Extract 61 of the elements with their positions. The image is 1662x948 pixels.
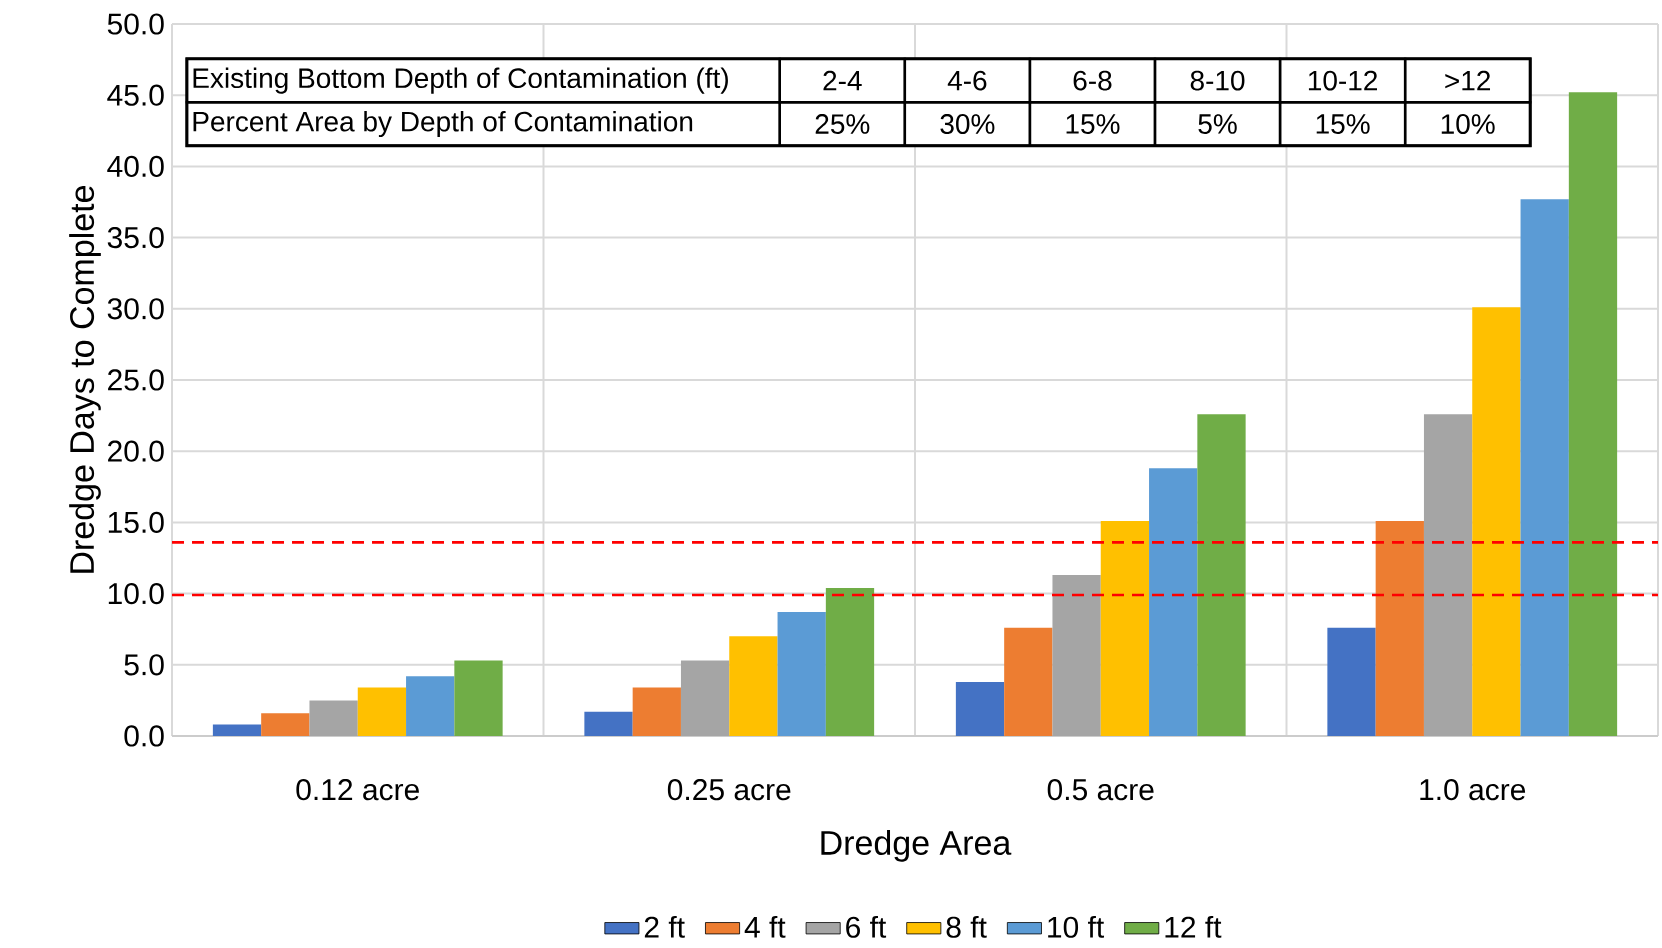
y-tick-label: 35.0 <box>107 226 164 249</box>
y-tick-label: 30.0 <box>107 298 164 320</box>
bar <box>584 711 633 736</box>
bar <box>1375 520 1424 736</box>
annotation: 10% <box>1441 114 1495 134</box>
annotation: 4-6 <box>947 70 987 91</box>
legend-label: 12 ft <box>1165 915 1222 938</box>
bar <box>729 636 778 736</box>
y-tick-label: 45.0 <box>107 84 164 106</box>
annotation: 8-10 <box>1190 70 1245 91</box>
legend-label: 2 ft <box>644 915 685 938</box>
y-axis-title: Dredge Days to Complete <box>69 185 101 573</box>
bar <box>1327 627 1376 736</box>
bar <box>212 724 262 736</box>
x-tick-label: 0.5 acre <box>1047 779 1154 801</box>
x-tick-label: 1.0 acre <box>1420 779 1526 801</box>
annotation: 6-8 <box>1073 70 1112 91</box>
annotation: 2-4 <box>823 70 862 91</box>
y-tick-label: 5.0 <box>124 654 164 676</box>
annotation: 15% <box>1066 114 1120 134</box>
bar <box>1100 520 1150 736</box>
bar <box>825 587 875 736</box>
bar <box>632 687 681 736</box>
legend-label: 6 ft <box>846 915 887 938</box>
bar <box>1520 199 1569 736</box>
x-tick-label: 0.12 acre <box>296 779 419 801</box>
y-tick-label: 50.0 <box>107 13 164 35</box>
legend-label: 8 ft <box>946 915 987 938</box>
bar <box>1568 92 1618 736</box>
bar <box>777 612 826 736</box>
bar <box>1149 468 1198 736</box>
annotation: 15% <box>1316 114 1370 134</box>
bar <box>1423 414 1473 736</box>
y-tick-label: 0.0 <box>124 725 164 747</box>
y-tick-label: 20.0 <box>108 440 164 462</box>
annotation: 10-12 <box>1308 70 1377 91</box>
bar <box>955 681 1005 736</box>
y-tick-label: 10.0 <box>108 582 164 605</box>
bar <box>454 660 503 736</box>
bar <box>357 687 407 736</box>
bar <box>1004 627 1053 736</box>
x-tick-label: 0.25 acre <box>667 779 791 801</box>
y-tick-label: 40.0 <box>107 155 164 178</box>
annotation: >12 <box>1445 70 1491 91</box>
bar <box>680 660 730 736</box>
bar <box>261 713 310 736</box>
bar <box>1197 414 1246 736</box>
annotation: Percent Area by Depth of Contamination <box>193 110 693 138</box>
bar <box>1052 575 1101 736</box>
y-tick-label: 15.0 <box>108 511 164 533</box>
bar <box>1472 307 1521 736</box>
annotation: Existing Bottom Depth of Contamination (ft) <box>193 67 728 94</box>
y-tick-label: 25.0 <box>108 369 164 391</box>
legend-label: 4 ft <box>744 915 786 938</box>
annotation: 30% <box>940 114 995 134</box>
annotation: 5% <box>1198 114 1237 134</box>
bar <box>309 700 358 736</box>
x-axis-title: Dredge Area <box>821 830 1012 862</box>
bar <box>406 676 455 736</box>
annotation: 25% <box>815 114 870 134</box>
legend-label: 10 ft <box>1048 915 1105 938</box>
